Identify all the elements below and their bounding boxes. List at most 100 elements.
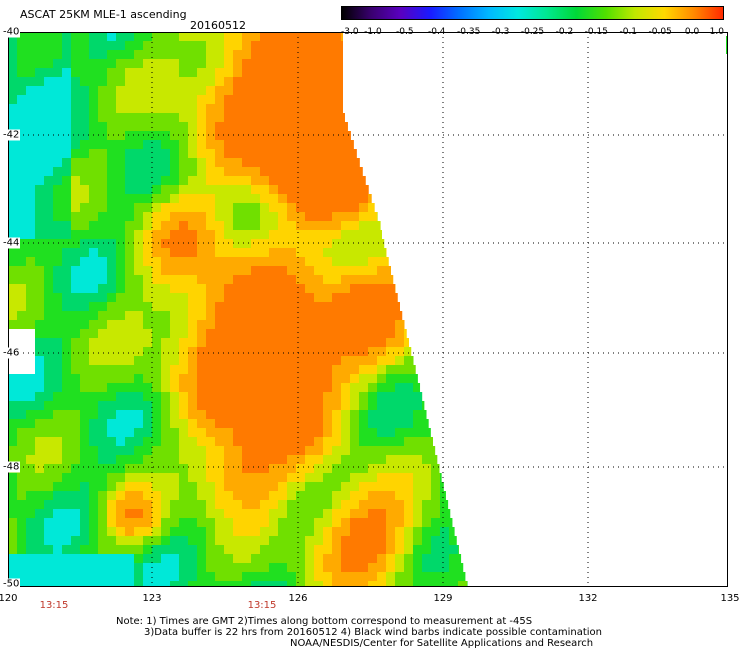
swath-cell [62,473,71,482]
swath-cell [404,536,413,545]
swath-cell [296,221,305,230]
swath-cell [80,95,89,104]
swath-cell [26,176,35,185]
swath-cell [179,158,188,167]
swath-cell [53,257,62,266]
swath-cell [242,185,251,194]
swath-cell [143,329,152,338]
swath-cell [179,464,188,473]
swath-cell [224,500,233,509]
swath-cell [224,491,233,500]
swath-cell [53,140,62,149]
swath-cell [152,266,161,275]
swath-cell [278,239,287,248]
swath-cell [260,572,269,581]
swath-cell [107,275,116,284]
swath-cell [125,374,134,383]
map-frame [8,32,728,587]
swath-cell [314,212,323,221]
swath-cell [332,95,341,104]
swath-cell [359,212,368,221]
swath-cell [413,383,421,392]
swath-cell [62,329,71,338]
swath-cell [152,185,161,194]
swath-cell [62,131,71,140]
swath-cell [125,563,134,572]
swath-cell [8,194,17,203]
swath-cell [224,563,233,572]
swath-cell [116,185,125,194]
swath-cell [260,374,269,383]
swath-cell [440,572,449,581]
swath-cell [134,374,143,383]
swath-cell [188,176,197,185]
swath-cell [116,59,125,68]
swath-cell [224,320,233,329]
swath-cell [206,59,215,68]
swath-cell [296,185,305,194]
swath-cell [188,383,197,392]
swath-cell [269,392,278,401]
swath-cell [269,59,278,68]
swath-cell [305,482,314,491]
swath-cell [71,527,80,536]
swath-cell [350,509,359,518]
swath-cell [206,239,215,248]
swath-cell [386,320,395,329]
swath-cell [350,464,359,473]
swath-cell [53,320,62,329]
swath-cell [107,518,116,527]
swath-cell [98,248,107,257]
swath-cell [278,347,287,356]
swath-cell [116,500,125,509]
swath-cell [323,32,332,41]
swath-cell [53,212,62,221]
swath-cell [134,41,143,50]
swath-cell [134,95,143,104]
swath-cell [368,563,377,572]
swath-cell [35,572,44,581]
swath-cell [26,446,35,455]
swath-cell [314,248,323,257]
swath-cell [134,455,143,464]
swath-cell [305,545,314,554]
swath-cell [143,68,152,77]
swath-cell [170,59,179,68]
swath-cell [134,320,143,329]
swath-cell [251,248,260,257]
swath-cell [242,464,251,473]
swath-cell [98,464,107,473]
swath-cell [422,410,427,419]
swath-cell [242,203,251,212]
swath-cell [179,500,188,509]
swath-cell [197,320,206,329]
swath-cell [242,572,251,581]
swath-cell [44,563,53,572]
swath-cell [386,419,395,428]
swath-cell [233,509,242,518]
swath-cell [26,122,35,131]
swath-cell [206,158,215,167]
swath-cell [17,392,26,401]
swath-cell [134,446,143,455]
swath-cell [188,203,197,212]
swath-cell [233,545,242,554]
swath-cell [314,275,323,284]
swath-cell [206,275,215,284]
swath-cell [404,419,413,428]
swath-cell [314,203,323,212]
swath-cell [152,572,161,581]
swath-cell [107,266,116,275]
swath-cell [44,527,53,536]
swath-cell [179,248,188,257]
swath-cell [17,41,26,50]
swath-cell [8,248,17,257]
swath-cell [53,77,62,86]
swath-cell [296,293,305,302]
swath-cell [152,77,161,86]
swath-cell [152,455,161,464]
swath-cell [296,212,305,221]
swath-cell [341,122,348,131]
swath-cell [260,113,269,122]
swath-cell [26,59,35,68]
